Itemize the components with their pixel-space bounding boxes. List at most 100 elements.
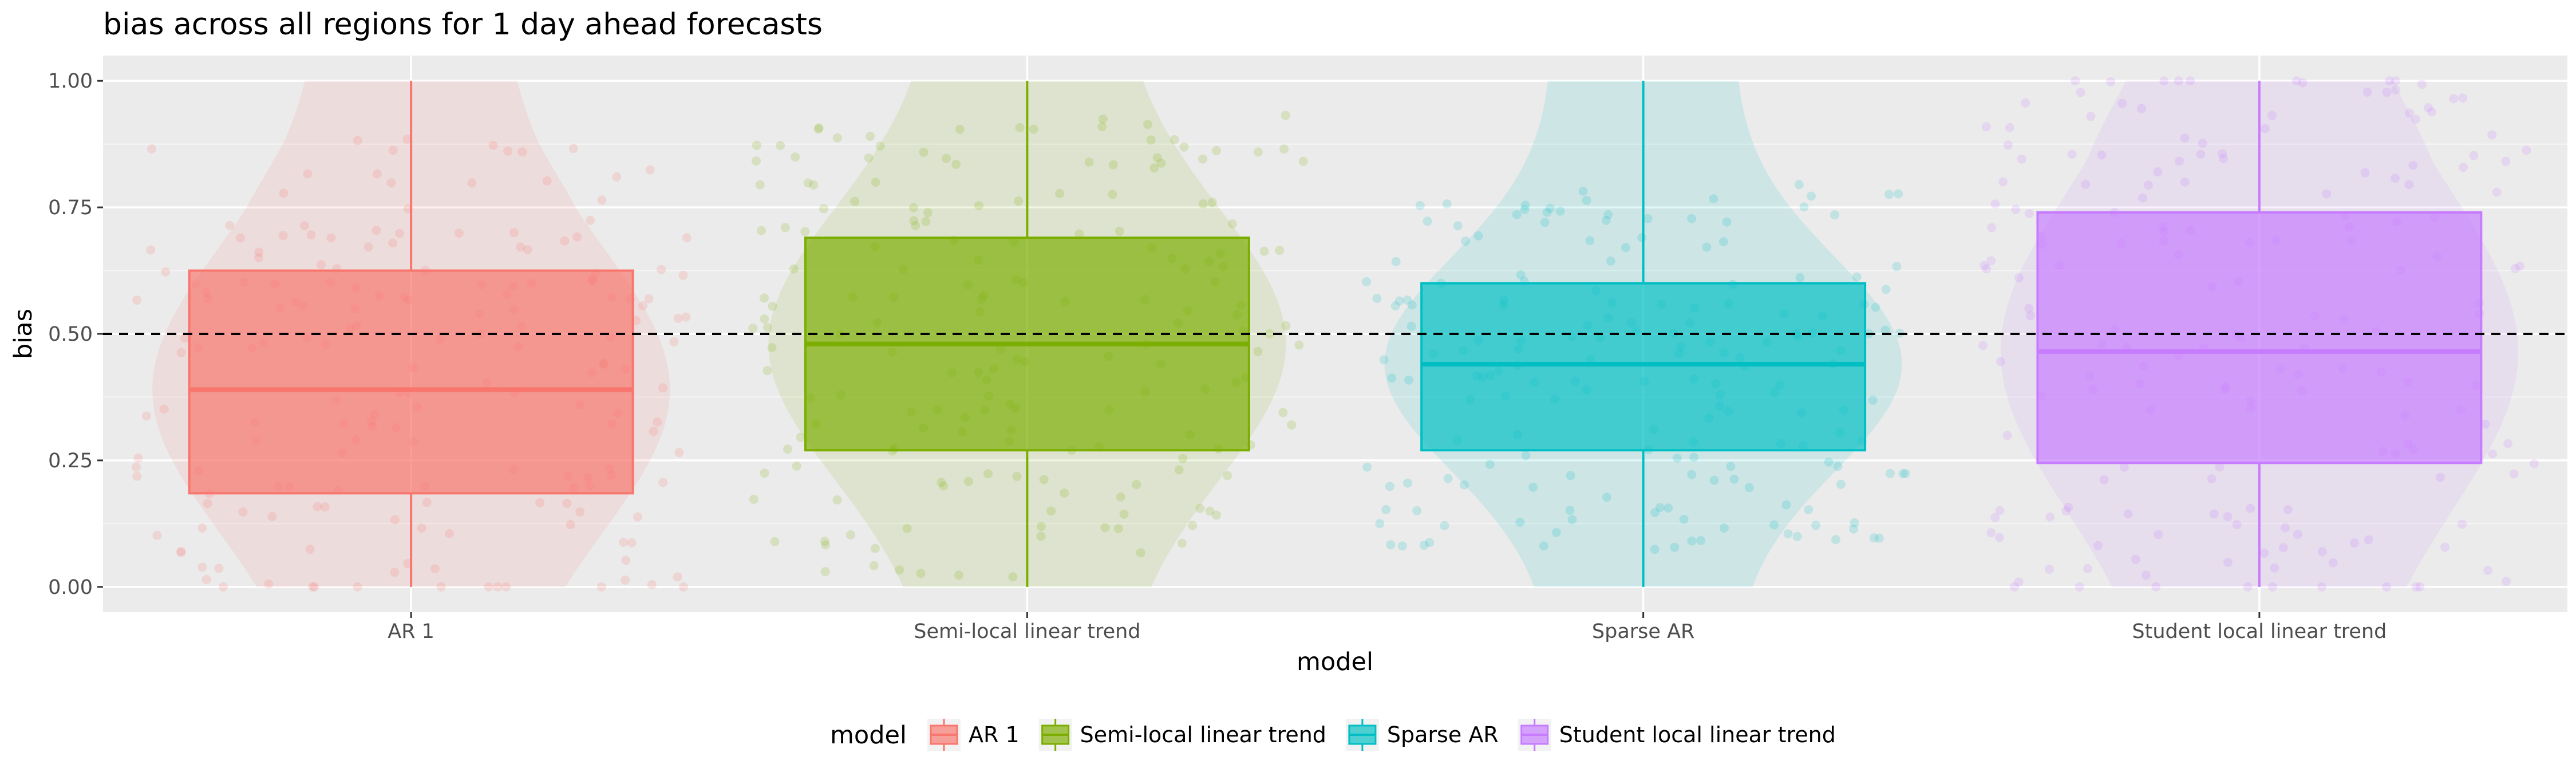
jitter-point (2469, 151, 2479, 160)
jitter-point (1781, 500, 1791, 510)
jitter-point (2246, 503, 2255, 513)
jitter-point (649, 427, 658, 436)
jitter-point (871, 178, 880, 187)
jitter-point (612, 172, 622, 182)
jitter-point (1279, 144, 1289, 154)
jitter-point (2219, 154, 2229, 164)
jitter-point (2086, 112, 2096, 121)
jitter-point (1892, 262, 1902, 271)
jitter-point (1982, 264, 1992, 274)
jitter-point (562, 498, 572, 508)
jitter-point (762, 366, 772, 376)
jitter-point (197, 562, 207, 572)
legend-title: model (830, 721, 907, 750)
jitter-point (678, 270, 688, 280)
jitter-point (176, 547, 186, 557)
jitter-point (535, 498, 544, 507)
jitter-point (682, 233, 692, 243)
jitter-point (2278, 543, 2288, 553)
jitter-point (2024, 304, 2034, 313)
chart-title: bias across all regions for 1 day ahead … (103, 7, 823, 42)
jitter-point (1528, 482, 1538, 492)
jitter-point (1074, 229, 1084, 239)
jitter-point (1281, 321, 1291, 330)
jitter-point (320, 502, 330, 512)
jitter-point (2298, 78, 2308, 88)
jitter-point (2154, 530, 2163, 539)
jitter-point (132, 471, 142, 481)
jitter-point (760, 468, 769, 478)
jitter-point (2075, 582, 2084, 592)
jitter-point (2083, 564, 2092, 573)
jitter-point (911, 221, 920, 230)
jitter-point (2137, 104, 2146, 113)
legend-label: Sparse AR (1387, 722, 1499, 747)
y-tick-label: 1.00 (48, 70, 93, 93)
jitter-point (832, 495, 842, 505)
jitter-point (279, 188, 289, 198)
jitter-point (1143, 120, 1153, 129)
jitter-point (1403, 478, 1412, 488)
jitter-point (1440, 521, 1449, 530)
jitter-point (2487, 130, 2497, 140)
jitter-point (2492, 187, 2502, 197)
jitter-point (566, 519, 575, 529)
jitter-point (2458, 519, 2467, 529)
jitter-point (1582, 195, 1591, 205)
jitter-point (147, 144, 156, 153)
jitter-point (2503, 439, 2513, 448)
jitter-point (1540, 218, 1550, 227)
jitter-point (1898, 469, 1908, 479)
jitter-point (1998, 177, 2008, 187)
jitter-point (919, 147, 929, 157)
jitter-point (2385, 76, 2395, 86)
jitter-point (1643, 214, 1653, 223)
jitter-point (586, 215, 595, 225)
jitter-point (2198, 139, 2207, 148)
jitter-point (752, 156, 761, 166)
jitter-point (1794, 180, 1804, 190)
jitter-point (1372, 294, 1382, 303)
jitter-point (430, 564, 440, 574)
jitter-point (2002, 431, 2012, 440)
jitter-point (1804, 505, 1814, 515)
jitter-point (875, 141, 885, 151)
jitter-point (488, 141, 498, 150)
x-tick-label: Semi-local linear trend (914, 620, 1140, 643)
jitter-point (2067, 149, 2077, 159)
jitter-point (2317, 582, 2326, 592)
jitter-point (1868, 395, 1878, 405)
jitter-point (317, 260, 326, 270)
jitter-point (388, 145, 398, 155)
jitter-point (1718, 237, 1728, 247)
jitter-point (621, 556, 631, 565)
jitter-point (2480, 419, 2490, 429)
jitter-point (2180, 178, 2190, 187)
jitter-point (1097, 122, 1107, 132)
jitter-point (1606, 256, 1615, 266)
jitter-point (2449, 94, 2459, 104)
jitter-point (1132, 480, 1141, 490)
jitter-point (1012, 472, 1022, 481)
jitter-point (1986, 528, 1996, 538)
jitter-point (203, 499, 212, 509)
jitter-point (2117, 99, 2127, 108)
jitter-point (2138, 193, 2148, 203)
jitter-point (2223, 558, 2233, 567)
jitter-point (1115, 226, 1124, 236)
jitter-point (776, 141, 785, 150)
jitter-point (1709, 475, 1719, 485)
jitter-point (1850, 518, 1859, 527)
jitter-point (1807, 191, 1816, 201)
jitter-point (264, 579, 274, 589)
jitter-point (2501, 156, 2511, 166)
jitter-point (803, 178, 813, 188)
y-axis-title: bias (9, 309, 38, 359)
jitter-point (176, 348, 186, 357)
jitter-point (1253, 147, 1263, 157)
jitter-point (1601, 215, 1611, 225)
jitter-point (942, 153, 951, 163)
jitter-point (1687, 214, 1697, 223)
jitter-point (954, 570, 963, 580)
